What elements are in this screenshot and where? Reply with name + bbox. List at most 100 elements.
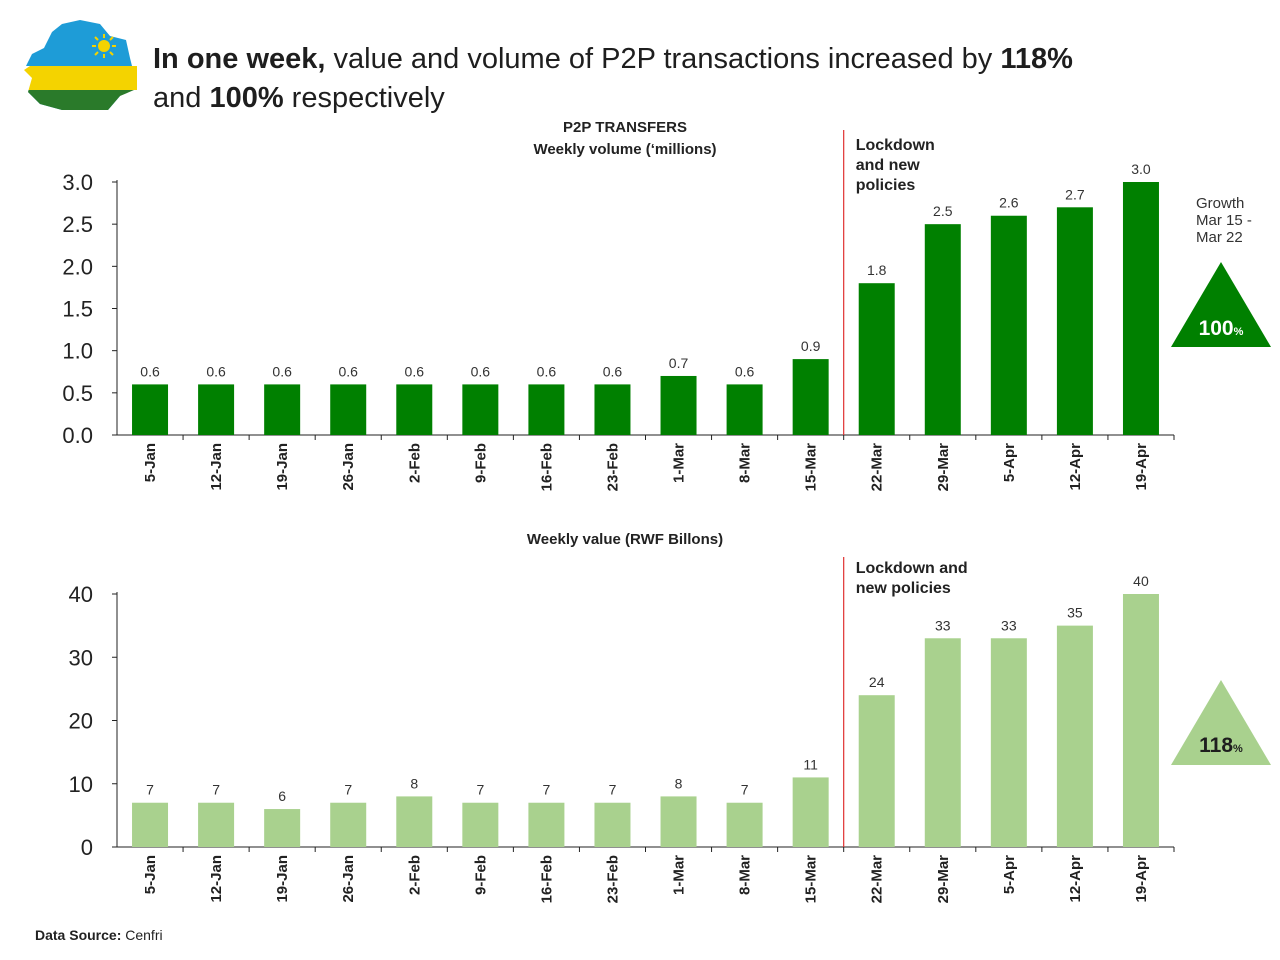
data-source-label: Data Source:	[35, 927, 122, 943]
bar	[858, 695, 895, 847]
data-label: 33	[1001, 617, 1017, 633]
data-label: 7	[212, 782, 220, 798]
chart-title: Weekly value (RWF Billons)	[527, 531, 723, 548]
data-label: 2.5	[933, 203, 953, 219]
data-label: 0.6	[140, 363, 160, 379]
bar	[594, 802, 631, 847]
lockdown-annotation: Lockdown	[856, 137, 935, 154]
x-tick-label: 5-Apr	[1001, 443, 1018, 482]
x-tick-label: 29-Mar	[935, 855, 952, 904]
x-tick-label: 2-Feb	[406, 855, 423, 895]
data-label: 8	[410, 775, 418, 791]
x-tick-label: 9-Feb	[472, 443, 489, 483]
bar	[990, 638, 1027, 847]
bar	[528, 384, 565, 435]
bar	[858, 283, 895, 435]
lockdown-annotation: Lockdown and	[856, 560, 968, 577]
x-tick-label: 5-Jan	[142, 443, 159, 482]
x-tick-label: 19-Apr	[1133, 855, 1150, 903]
growth-value: 118%	[1199, 734, 1243, 757]
growth-triangle	[1171, 680, 1271, 765]
x-tick-label: 1-Mar	[671, 855, 688, 895]
data-label: 2.6	[999, 195, 1019, 211]
bar	[1122, 594, 1159, 847]
bar	[330, 384, 367, 435]
lockdown-annotation: policies	[856, 177, 916, 194]
weekly-value-chart: Weekly value (RWF Billons) 0 10 20 30 40 7 5-Ja…	[69, 531, 1271, 904]
data-label: 0.6	[272, 363, 292, 379]
data-label: 3.0	[1131, 161, 1151, 177]
bar	[396, 796, 433, 847]
bar	[594, 384, 631, 435]
bar	[462, 384, 499, 435]
y-tick-label: 0	[81, 835, 93, 860]
growth-label: Mar 22	[1196, 229, 1243, 246]
x-tick-label: 19-Jan	[274, 443, 291, 491]
bar	[330, 802, 367, 847]
x-tick-label: 9-Feb	[472, 855, 489, 895]
bar	[792, 359, 829, 435]
x-tick-label: 1-Mar	[671, 443, 688, 483]
data-label: 0.7	[669, 355, 689, 371]
bar	[726, 384, 763, 435]
y-tick-label: 1.5	[62, 297, 93, 322]
growth-label: Growth	[1196, 195, 1244, 212]
y-tick-label: 1.0	[62, 339, 93, 364]
data-label: 7	[543, 782, 551, 798]
x-tick-label: 12-Apr	[1067, 443, 1084, 491]
headline-bold-1: In one week,	[153, 43, 326, 75]
data-label: 1.8	[867, 262, 887, 278]
bar	[660, 375, 697, 435]
y-tick-label: 30	[69, 645, 93, 670]
headline: In one week, value and volume of P2P tra…	[153, 40, 1073, 118]
x-tick-label: 26-Jan	[340, 855, 357, 903]
bar	[462, 802, 499, 847]
bar	[132, 802, 169, 847]
x-tick-label: 23-Feb	[604, 443, 621, 491]
x-tick-label: 16-Feb	[538, 443, 555, 491]
data-label: 24	[869, 674, 885, 690]
bar	[660, 796, 697, 847]
bar	[396, 384, 433, 435]
bar	[264, 384, 301, 435]
x-tick-label: 8-Mar	[737, 443, 754, 483]
y-tick-label: 2.0	[62, 254, 93, 279]
data-source-footer: Data Source: Cenfri	[35, 927, 163, 943]
weekly-volume-chart: P2P TRANSFERS Weekly volume (‘millions) 0.…	[62, 119, 1271, 492]
growth-value: 100%	[1199, 317, 1244, 340]
data-label: 0.6	[206, 363, 226, 379]
data-label: 33	[935, 617, 951, 633]
y-tick-label: 10	[69, 772, 93, 797]
data-label: 0.6	[405, 363, 425, 379]
growth-label: Mar 15 -	[1196, 212, 1252, 229]
x-tick-label: 29-Mar	[935, 443, 952, 492]
data-label: 7	[741, 782, 749, 798]
data-label: 0.6	[735, 363, 755, 379]
x-tick-label: 26-Jan	[340, 443, 357, 491]
y-tick-label: 0.0	[62, 423, 93, 448]
data-label: 2.7	[1065, 186, 1085, 202]
data-label: 0.9	[801, 338, 821, 354]
x-tick-label: 15-Mar	[803, 443, 820, 492]
bar	[792, 777, 829, 847]
headline-text-3: respectively	[283, 82, 445, 114]
x-tick-label: 23-Feb	[604, 855, 621, 903]
x-tick-label: 22-Mar	[869, 855, 886, 904]
chart-title: P2P TRANSFERS	[563, 119, 687, 136]
data-label: 35	[1067, 605, 1083, 621]
data-label: 0.6	[603, 363, 623, 379]
x-tick-label: 12-Apr	[1067, 855, 1084, 903]
data-label: 7	[476, 782, 484, 798]
data-label: 11	[803, 756, 818, 772]
bar	[528, 802, 565, 847]
data-label: 7	[609, 782, 617, 798]
x-tick-label: 19-Jan	[274, 855, 291, 903]
y-tick-label: 0.5	[62, 381, 93, 406]
x-tick-label: 12-Jan	[208, 855, 225, 903]
bar	[924, 638, 961, 847]
x-tick-label: 12-Jan	[208, 443, 225, 491]
bar	[132, 384, 169, 435]
data-label: 8	[675, 775, 683, 791]
x-tick-label: 8-Mar	[737, 855, 754, 895]
y-tick-label: 40	[69, 582, 93, 607]
